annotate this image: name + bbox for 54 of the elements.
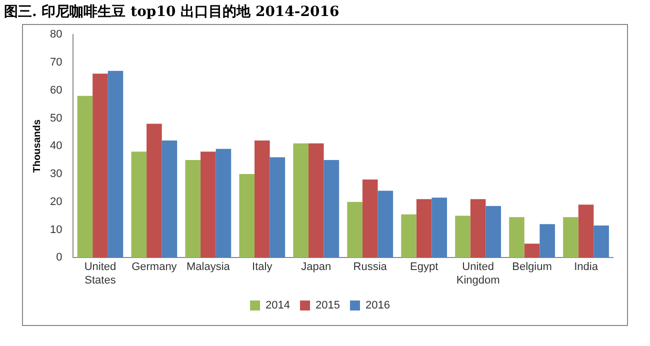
bar: [578, 204, 594, 258]
bar: [146, 124, 162, 258]
legend-label: 2016: [365, 300, 390, 312]
bar: [470, 199, 486, 258]
x-tick-label: Malaysia: [186, 261, 231, 274]
bar: [308, 143, 324, 258]
y-axis-title: Thousands: [32, 119, 43, 173]
bar: [524, 244, 540, 258]
y-tick-label: 60: [50, 84, 62, 96]
bar: [509, 217, 524, 258]
x-tick-label: Russia: [353, 261, 388, 274]
legend-label: 2014: [266, 300, 290, 312]
x-tick-label: United States: [84, 261, 116, 286]
bar: [77, 96, 93, 258]
bar: [162, 140, 178, 258]
chart-title: 图三. 印尼咖啡生豆 top10 出口目的地 2014-2016: [4, 3, 340, 21]
bar: [108, 70, 124, 258]
y-tick-label: 20: [50, 196, 62, 208]
bar: [486, 206, 501, 258]
y-tick-label: 10: [50, 224, 62, 236]
bar: [378, 190, 394, 258]
bar: [347, 202, 362, 258]
x-tick-label: India: [574, 261, 599, 274]
x-tick-label: Egypt: [410, 261, 438, 274]
bar: [455, 216, 470, 258]
bar: [270, 157, 286, 258]
x-tick-label: United Kingdom: [456, 261, 500, 286]
bar: [239, 174, 255, 258]
bar: [254, 140, 270, 258]
bar: [362, 180, 378, 258]
bar: [594, 226, 609, 258]
x-tick-label: Italy: [252, 261, 273, 274]
x-tick-label: Japan: [301, 261, 332, 274]
y-tick-label: 0: [56, 252, 62, 264]
bar: [324, 160, 340, 258]
bar: [131, 152, 147, 258]
bar: [185, 160, 201, 258]
y-tick-label: 70: [50, 56, 62, 69]
bar: [432, 198, 448, 258]
bar: [216, 148, 232, 258]
bar: [92, 74, 108, 258]
y-tick-label: 50: [50, 112, 62, 124]
bar: [540, 224, 555, 258]
bar: [563, 217, 578, 258]
bar: [416, 199, 432, 258]
bar: [293, 143, 308, 258]
x-tick-label: Germany: [132, 261, 178, 274]
y-tick-label: 40: [50, 140, 62, 152]
x-tick-label: Belgium: [512, 261, 552, 274]
bar: [401, 214, 416, 258]
y-tick-label: 30: [50, 168, 62, 180]
legend-label: 2015: [316, 300, 340, 312]
y-tick-label: 80: [50, 28, 62, 41]
bar: [200, 152, 216, 258]
